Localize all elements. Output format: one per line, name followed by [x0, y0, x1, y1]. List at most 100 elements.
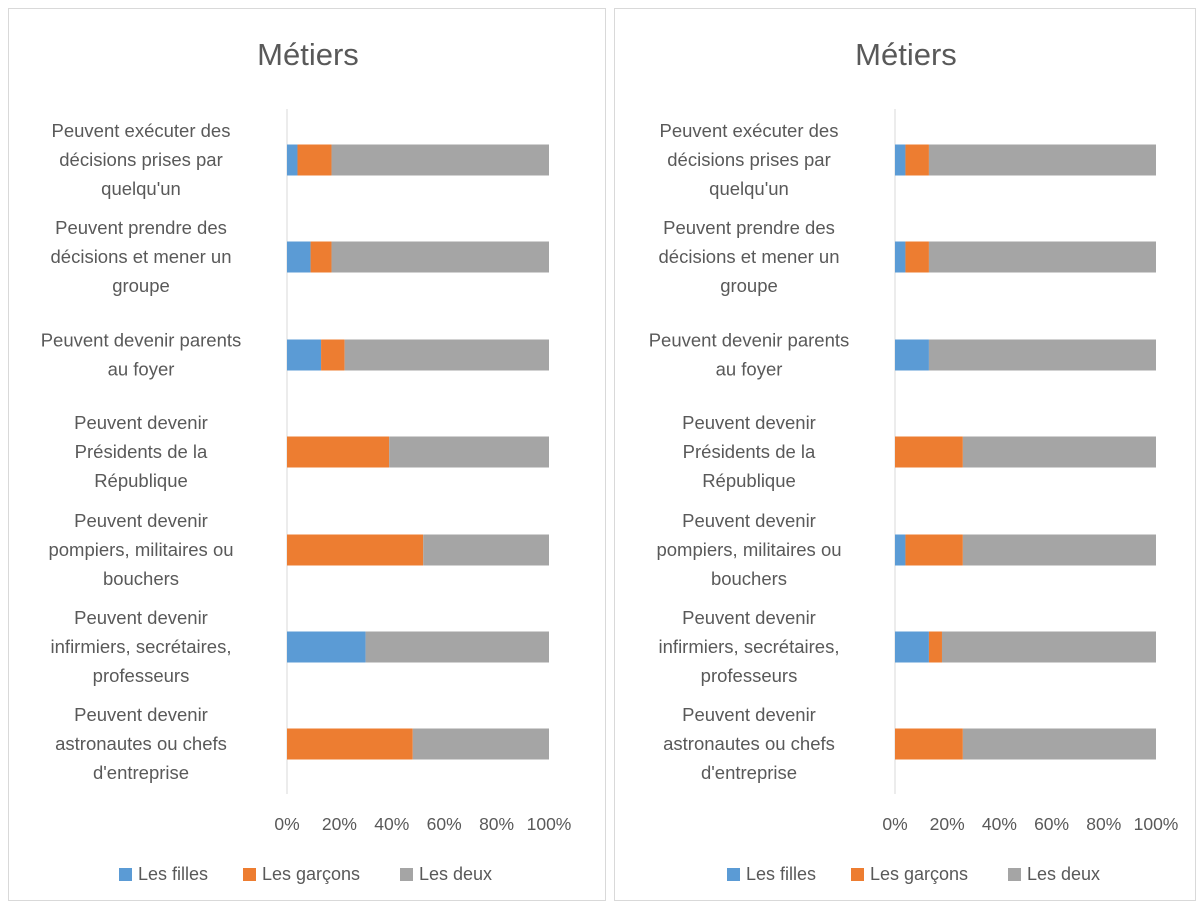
category-label-line: Peuvent exécuter des	[52, 120, 231, 141]
x-tick-label: 80%	[1086, 814, 1121, 834]
category-label-line: quelqu'un	[709, 178, 789, 199]
category-label-line: d'entreprise	[93, 762, 189, 783]
category-label-line: quelqu'un	[101, 178, 181, 199]
category-label-line: Peuvent prendre des	[55, 217, 227, 238]
category-label-line: Peuvent devenir parents	[649, 330, 850, 351]
category-label: Peuvent devenir astronautes ou chefs d'ent…	[55, 704, 227, 783]
bar-les-garcons	[297, 144, 332, 176]
x-tick-label: 20%	[322, 814, 357, 834]
category-label: Peuvent devenir astronautes ou chefs d'ent…	[663, 704, 835, 783]
bar-les-filles	[287, 144, 298, 176]
category-label-line: pompiers, militaires ou	[656, 539, 841, 560]
category-label: Peuvent devenir pompiers, militaires ou bo…	[48, 510, 233, 589]
category-label: Peuvent devenir pompiers, militaires ou bo…	[656, 510, 841, 589]
legend-swatch	[727, 868, 740, 881]
category-label: Peuvent devenir Présidents de la Républiqu…	[682, 412, 816, 491]
chart-right: Métiers Peuvent exécuter des décisions pri…	[649, 37, 1179, 884]
bar-les-filles	[895, 241, 906, 273]
legend-entry: Les deux	[419, 864, 492, 884]
category-label-line: Peuvent devenir	[682, 704, 816, 725]
legend-entry: Les filles	[746, 864, 816, 884]
legend-entry: Les garçons	[870, 864, 968, 884]
category-label: Peuvent exécuter des décisions prises par…	[52, 120, 231, 199]
category-label-line: Présidents de la	[75, 441, 208, 462]
chart-title: Métiers	[855, 37, 957, 72]
category-label-line: Peuvent exécuter des	[660, 120, 839, 141]
category-label-line: professeurs	[93, 665, 190, 686]
x-tick-label: 100%	[527, 814, 572, 834]
category-label: Peuvent devenir infirmiers, secrétaires, p…	[51, 607, 232, 686]
bar-les-garcons	[905, 144, 929, 176]
legend-entry: Les deux	[1027, 864, 1100, 884]
x-tick-label: 100%	[1134, 814, 1179, 834]
category-label-line: République	[94, 470, 188, 491]
bar-les-deux	[962, 436, 1156, 468]
category-label-line: pompiers, militaires ou	[48, 539, 233, 560]
category-label-line: Peuvent devenir	[682, 412, 816, 433]
category-label-line: au foyer	[716, 359, 783, 380]
category-label-line: au foyer	[108, 359, 175, 380]
category-label: Peuvent prendre des décisions et mener un…	[51, 217, 232, 296]
category-label-line: décisions et mener un	[51, 246, 232, 267]
bar-les-filles	[287, 339, 322, 371]
bar-les-garcons	[905, 241, 929, 273]
category-label-line: Peuvent prendre des	[663, 217, 835, 238]
category-label-line: professeurs	[701, 665, 798, 686]
bar-les-filles	[895, 339, 929, 371]
category-label: Peuvent devenir infirmiers, secrétaires, p…	[659, 607, 840, 686]
x-tick-label: 20%	[930, 814, 965, 834]
bar-les-garcons	[895, 728, 963, 760]
category-label-line: décisions et mener un	[659, 246, 840, 267]
bar-les-garcons	[895, 436, 963, 468]
chart-panel-right: Métiers Peuvent exécuter des décisions pri…	[614, 8, 1196, 901]
category-label: Peuvent devenir parents au foyer	[649, 330, 850, 380]
category-label: Peuvent exécuter des décisions prises par…	[660, 120, 839, 199]
category-label: Peuvent prendre des décisions et mener un…	[659, 217, 840, 296]
bar-les-deux	[928, 339, 1156, 371]
bar-les-deux	[962, 728, 1156, 760]
x-tick-label: 0%	[274, 814, 299, 834]
bar-les-filles	[287, 241, 311, 273]
bar-les-filles	[895, 534, 906, 566]
bar-les-garcons	[287, 728, 413, 760]
bar-les-deux	[344, 339, 549, 371]
legend-entry: Les filles	[138, 864, 208, 884]
bar-les-deux	[928, 144, 1156, 176]
legend-swatch	[243, 868, 256, 881]
x-tick-label: 40%	[374, 814, 409, 834]
bar-les-garcons	[310, 241, 332, 273]
category-label-line: Peuvent devenir parents	[41, 330, 242, 351]
bar-les-deux	[365, 631, 549, 663]
category-label: Peuvent devenir Présidents de la Républiqu…	[74, 412, 208, 491]
bar-les-deux	[331, 144, 549, 176]
bar-les-deux	[423, 534, 549, 566]
category-label-line: astronautes ou chefs	[663, 733, 835, 754]
legend-swatch	[1008, 868, 1021, 881]
category-label-line: bouchers	[103, 568, 179, 589]
chart-left: Métiers Peuvent exécuter des décisions pri…	[41, 37, 572, 884]
bar-les-deux	[962, 534, 1156, 566]
x-tick-label: 40%	[982, 814, 1017, 834]
category-label-line: Peuvent devenir	[74, 510, 208, 531]
category-label-line: Peuvent devenir	[74, 412, 208, 433]
category-label-line: infirmiers, secrétaires,	[659, 636, 840, 657]
category-label-line: groupe	[112, 275, 170, 296]
legend: Les filles Les garçons Les deux	[727, 864, 1100, 884]
x-tick-label: 80%	[479, 814, 514, 834]
category-label-line: Peuvent devenir	[74, 704, 208, 725]
bar-les-filles	[895, 631, 929, 663]
bar-les-filles	[287, 631, 366, 663]
category-label-line: décisions prises par	[667, 149, 831, 170]
x-tick-label: 60%	[427, 814, 462, 834]
category-label-line: d'entreprise	[701, 762, 797, 783]
category-label-line: groupe	[720, 275, 778, 296]
legend-entry: Les garçons	[262, 864, 360, 884]
x-tick-label: 60%	[1034, 814, 1069, 834]
legend-swatch	[400, 868, 413, 881]
bar-les-garcons	[905, 534, 963, 566]
bar-les-deux	[331, 241, 549, 273]
x-tick-label: 0%	[882, 814, 907, 834]
category-label-line: Peuvent devenir	[682, 510, 816, 531]
category-label-line: bouchers	[711, 568, 787, 589]
legend: Les filles Les garçons Les deux	[119, 864, 492, 884]
